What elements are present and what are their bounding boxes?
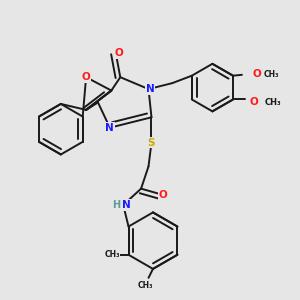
Text: O: O [82,72,91,82]
Text: O: O [252,69,261,79]
Text: CH₃: CH₃ [264,70,279,79]
Text: O: O [249,98,258,107]
Text: O: O [159,190,168,200]
Text: H: H [112,200,120,210]
Text: CH₃: CH₃ [104,250,120,259]
Text: S: S [148,138,155,148]
Text: CH₃: CH₃ [265,98,281,107]
Text: CH₃: CH₃ [138,281,153,290]
Text: O: O [114,48,123,59]
Text: N: N [122,200,130,210]
Text: N: N [106,123,114,133]
Text: N: N [146,84,154,94]
